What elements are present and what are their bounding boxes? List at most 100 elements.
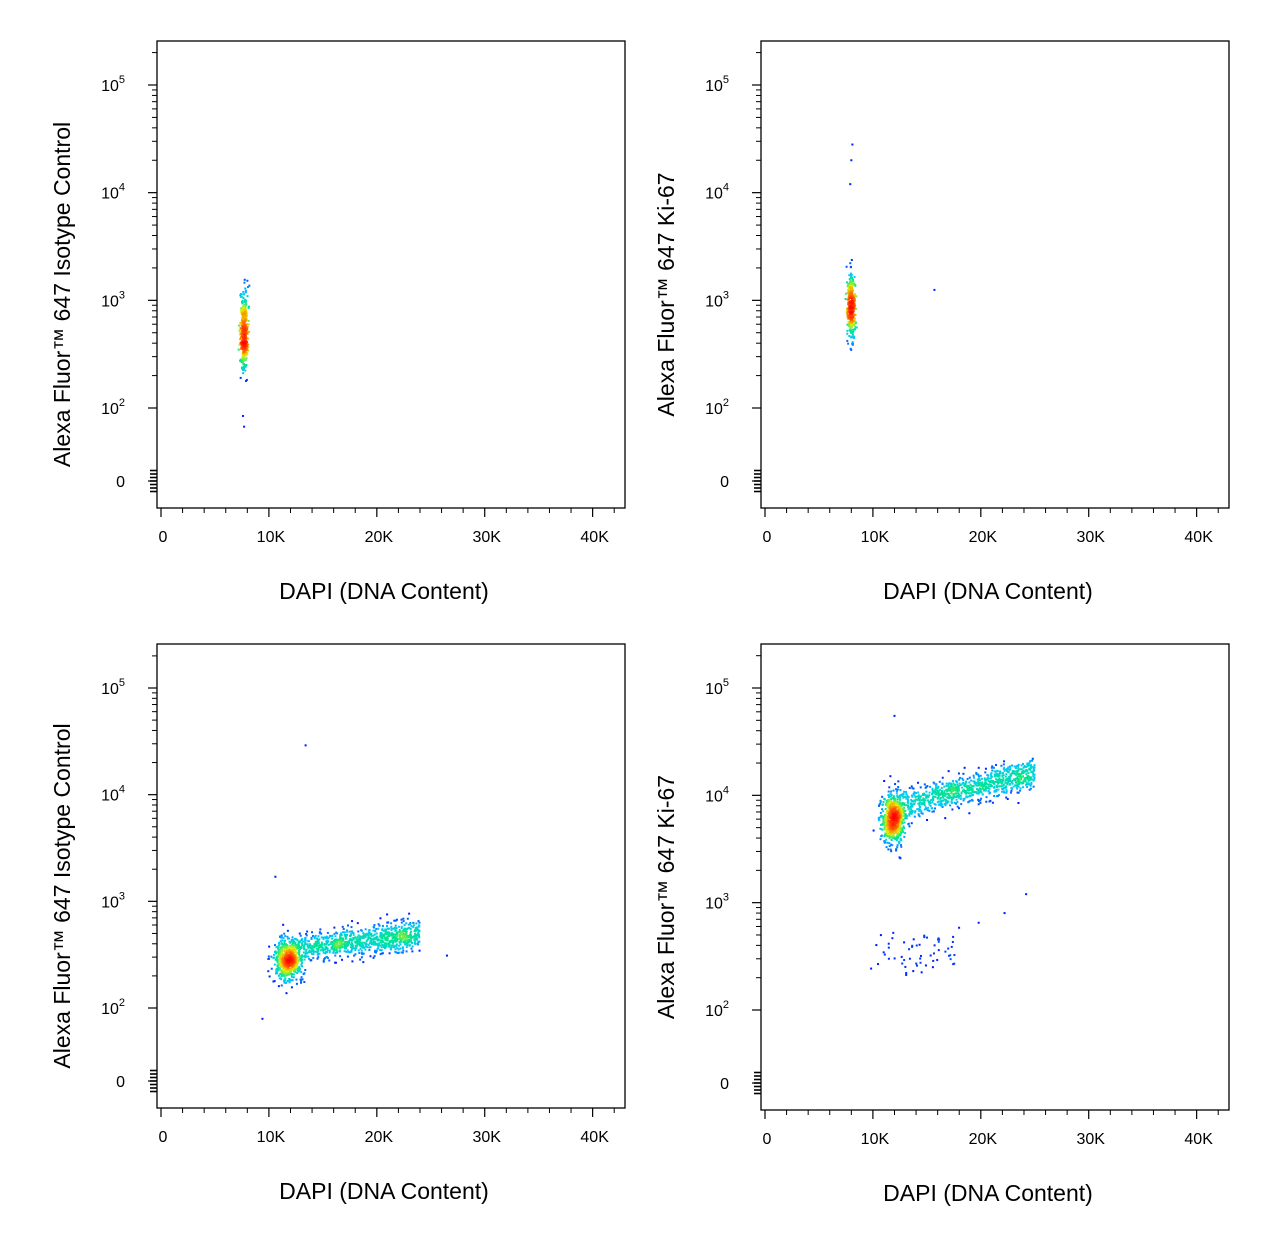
data-point [952, 795, 955, 798]
data-point [942, 792, 945, 795]
data-point [240, 295, 243, 298]
data-point [280, 971, 283, 974]
data-point [323, 958, 326, 961]
data-point [978, 782, 981, 785]
data-point [883, 779, 886, 782]
data-point [849, 295, 852, 298]
data-point [851, 283, 854, 286]
data-point [355, 938, 358, 941]
data-point [406, 939, 409, 942]
data-point [417, 930, 420, 933]
data-point [344, 935, 347, 938]
data-point [289, 959, 292, 962]
data-point [998, 794, 1001, 797]
data-point [851, 143, 854, 146]
data-point [998, 771, 1001, 774]
data-point [939, 804, 942, 807]
data-point [331, 943, 334, 946]
data-point [924, 964, 927, 967]
data-point [986, 778, 989, 781]
data-point [281, 970, 284, 973]
data-point [848, 278, 851, 281]
data-point [399, 947, 402, 950]
data-point [336, 943, 339, 946]
data-point [395, 939, 398, 942]
data-point [394, 919, 397, 922]
data-point [949, 789, 952, 792]
data-point [295, 961, 298, 964]
data-point [879, 811, 882, 814]
data-point [1020, 772, 1023, 775]
data-point [336, 946, 339, 949]
data-point [317, 946, 320, 949]
data-point [899, 824, 902, 827]
data-point [928, 791, 931, 794]
data-point [237, 348, 240, 351]
data-point [1015, 784, 1018, 787]
data-point [892, 834, 895, 837]
data-point [298, 932, 301, 935]
data-point [1003, 766, 1006, 769]
data-point [352, 933, 355, 936]
data-point [381, 924, 384, 927]
data-point [851, 278, 854, 281]
data-point [934, 793, 937, 796]
data-point [240, 307, 243, 310]
data-point [278, 948, 281, 951]
data-point [395, 918, 398, 921]
data-point [282, 959, 285, 962]
data-point [247, 319, 250, 322]
data-point [851, 287, 854, 290]
y-tick-label: 0 [720, 474, 729, 491]
data-point [248, 305, 251, 308]
data-point [886, 831, 889, 834]
data-point [1000, 764, 1003, 767]
data-point [905, 797, 908, 800]
data-point [398, 937, 401, 940]
data-point [335, 939, 338, 942]
data-point [903, 809, 906, 812]
data-point [846, 298, 849, 301]
data-point [360, 956, 363, 959]
data-point [390, 927, 393, 930]
data-point [950, 798, 953, 801]
data-point [1015, 781, 1018, 784]
data-point [398, 944, 401, 947]
data-point [915, 944, 918, 947]
data-point [900, 845, 903, 848]
data-point [882, 817, 885, 820]
data-point [846, 332, 849, 335]
data-point [345, 941, 348, 944]
data-point [902, 825, 905, 828]
data-point [849, 317, 852, 320]
data-point [917, 794, 920, 797]
data-point [972, 780, 975, 783]
data-point [941, 795, 944, 798]
data-point [353, 954, 356, 957]
data-point [375, 938, 378, 941]
data-point [309, 959, 312, 962]
data-point [284, 935, 287, 938]
data-point [1010, 789, 1013, 792]
data-point [959, 776, 962, 779]
x-axis: 0 10K 20K 30K 40K [763, 1110, 1219, 1148]
data-point [417, 935, 420, 938]
data-point [890, 843, 893, 846]
data-point [297, 946, 300, 949]
data-point [293, 940, 296, 943]
data-point [390, 944, 393, 947]
data-point [268, 945, 271, 948]
data-point [322, 936, 325, 939]
data-point [895, 792, 898, 795]
data-point [937, 937, 940, 940]
data-point [1019, 773, 1022, 776]
data-point [887, 946, 890, 949]
data-point [406, 944, 409, 947]
data-point [978, 778, 981, 781]
data-point [398, 941, 401, 944]
data-point [367, 934, 370, 937]
data-point [304, 942, 307, 945]
data-point [923, 934, 926, 937]
data-point [854, 284, 857, 287]
data-point [325, 937, 328, 940]
